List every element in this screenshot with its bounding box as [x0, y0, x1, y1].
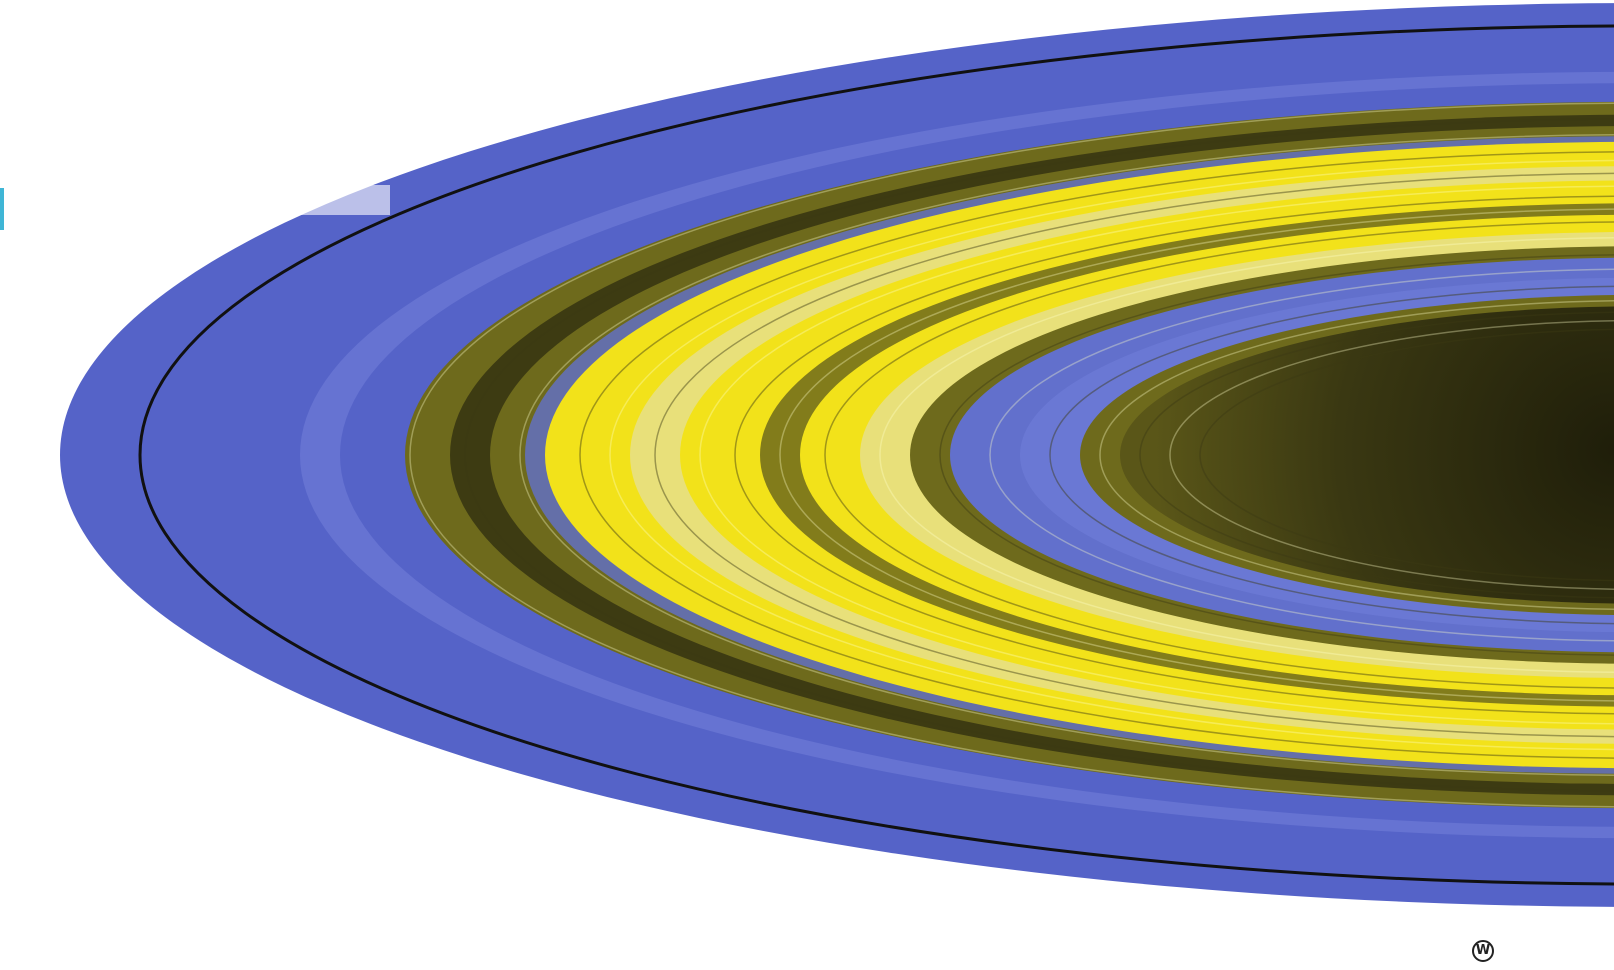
ring-striation [879, 237, 1614, 673]
ring-striation [579, 151, 1614, 759]
ring-striation [1169, 320, 1614, 590]
ring-striation [699, 185, 1614, 725]
ring-striation [464, 118, 1614, 792]
ring-striation [1199, 328, 1614, 582]
ring-striation [939, 254, 1614, 656]
circle-w-icon: W [1472, 940, 1494, 962]
ring-striation [1049, 285, 1614, 625]
ring-striation [409, 102, 1614, 808]
ring-striation [519, 134, 1614, 776]
ring-striation [989, 268, 1614, 642]
inner-dark-region [1120, 306, 1614, 604]
edge-fade [300, 185, 390, 215]
ring-striation [1099, 300, 1614, 610]
ring-striation [1139, 311, 1614, 599]
ring-striation [654, 172, 1614, 738]
edge-mark [0, 188, 4, 230]
ring-striation [779, 208, 1614, 702]
ring-striation [824, 221, 1614, 689]
ring-striation [609, 159, 1614, 751]
ring-striation [734, 195, 1614, 715]
encke-gap-line [138, 24, 1614, 886]
